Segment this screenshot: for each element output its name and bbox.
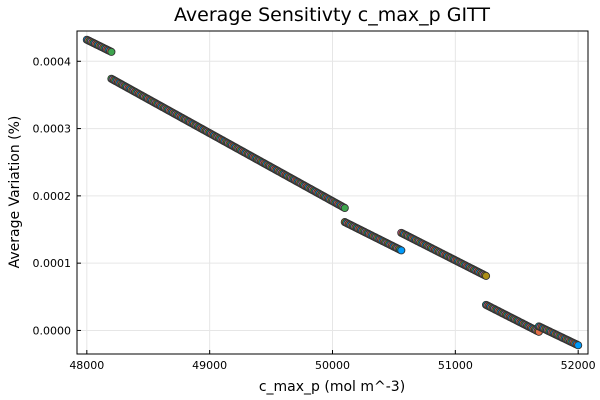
grid-layer [77, 31, 588, 354]
y-tick-label: 0.0002 [33, 190, 72, 203]
x-tick-label: 50000 [315, 359, 350, 372]
scatter-point-end [397, 246, 406, 255]
y-tick-label: 0.0000 [33, 324, 72, 337]
scatter-point-end [574, 341, 583, 350]
x-tick-label: 49000 [192, 359, 227, 372]
y-tick-label: 0.0003 [33, 123, 72, 136]
chart-title: Average Sensitivty c_max_p GITT [174, 4, 490, 26]
y-tick-label: 0.0001 [33, 257, 72, 270]
x-tick-label: 52000 [561, 359, 596, 372]
points-layer [82, 35, 583, 350]
y-axis-label: Average Variation (%) [7, 116, 23, 269]
scatter-point-end [107, 47, 116, 56]
x-axis-label: c_max_p (mol m^-3) [259, 379, 405, 395]
y-tick-label: 0.0004 [33, 55, 72, 68]
ticks-layer: 48000 49000 50000 51000 52000 0.0000 0.0001 0.0… [33, 55, 596, 372]
x-tick-label: 48000 [69, 359, 104, 372]
scatter-point-end [481, 271, 491, 280]
scatter-point-end [340, 203, 349, 213]
x-tick-label: 51000 [438, 359, 473, 372]
